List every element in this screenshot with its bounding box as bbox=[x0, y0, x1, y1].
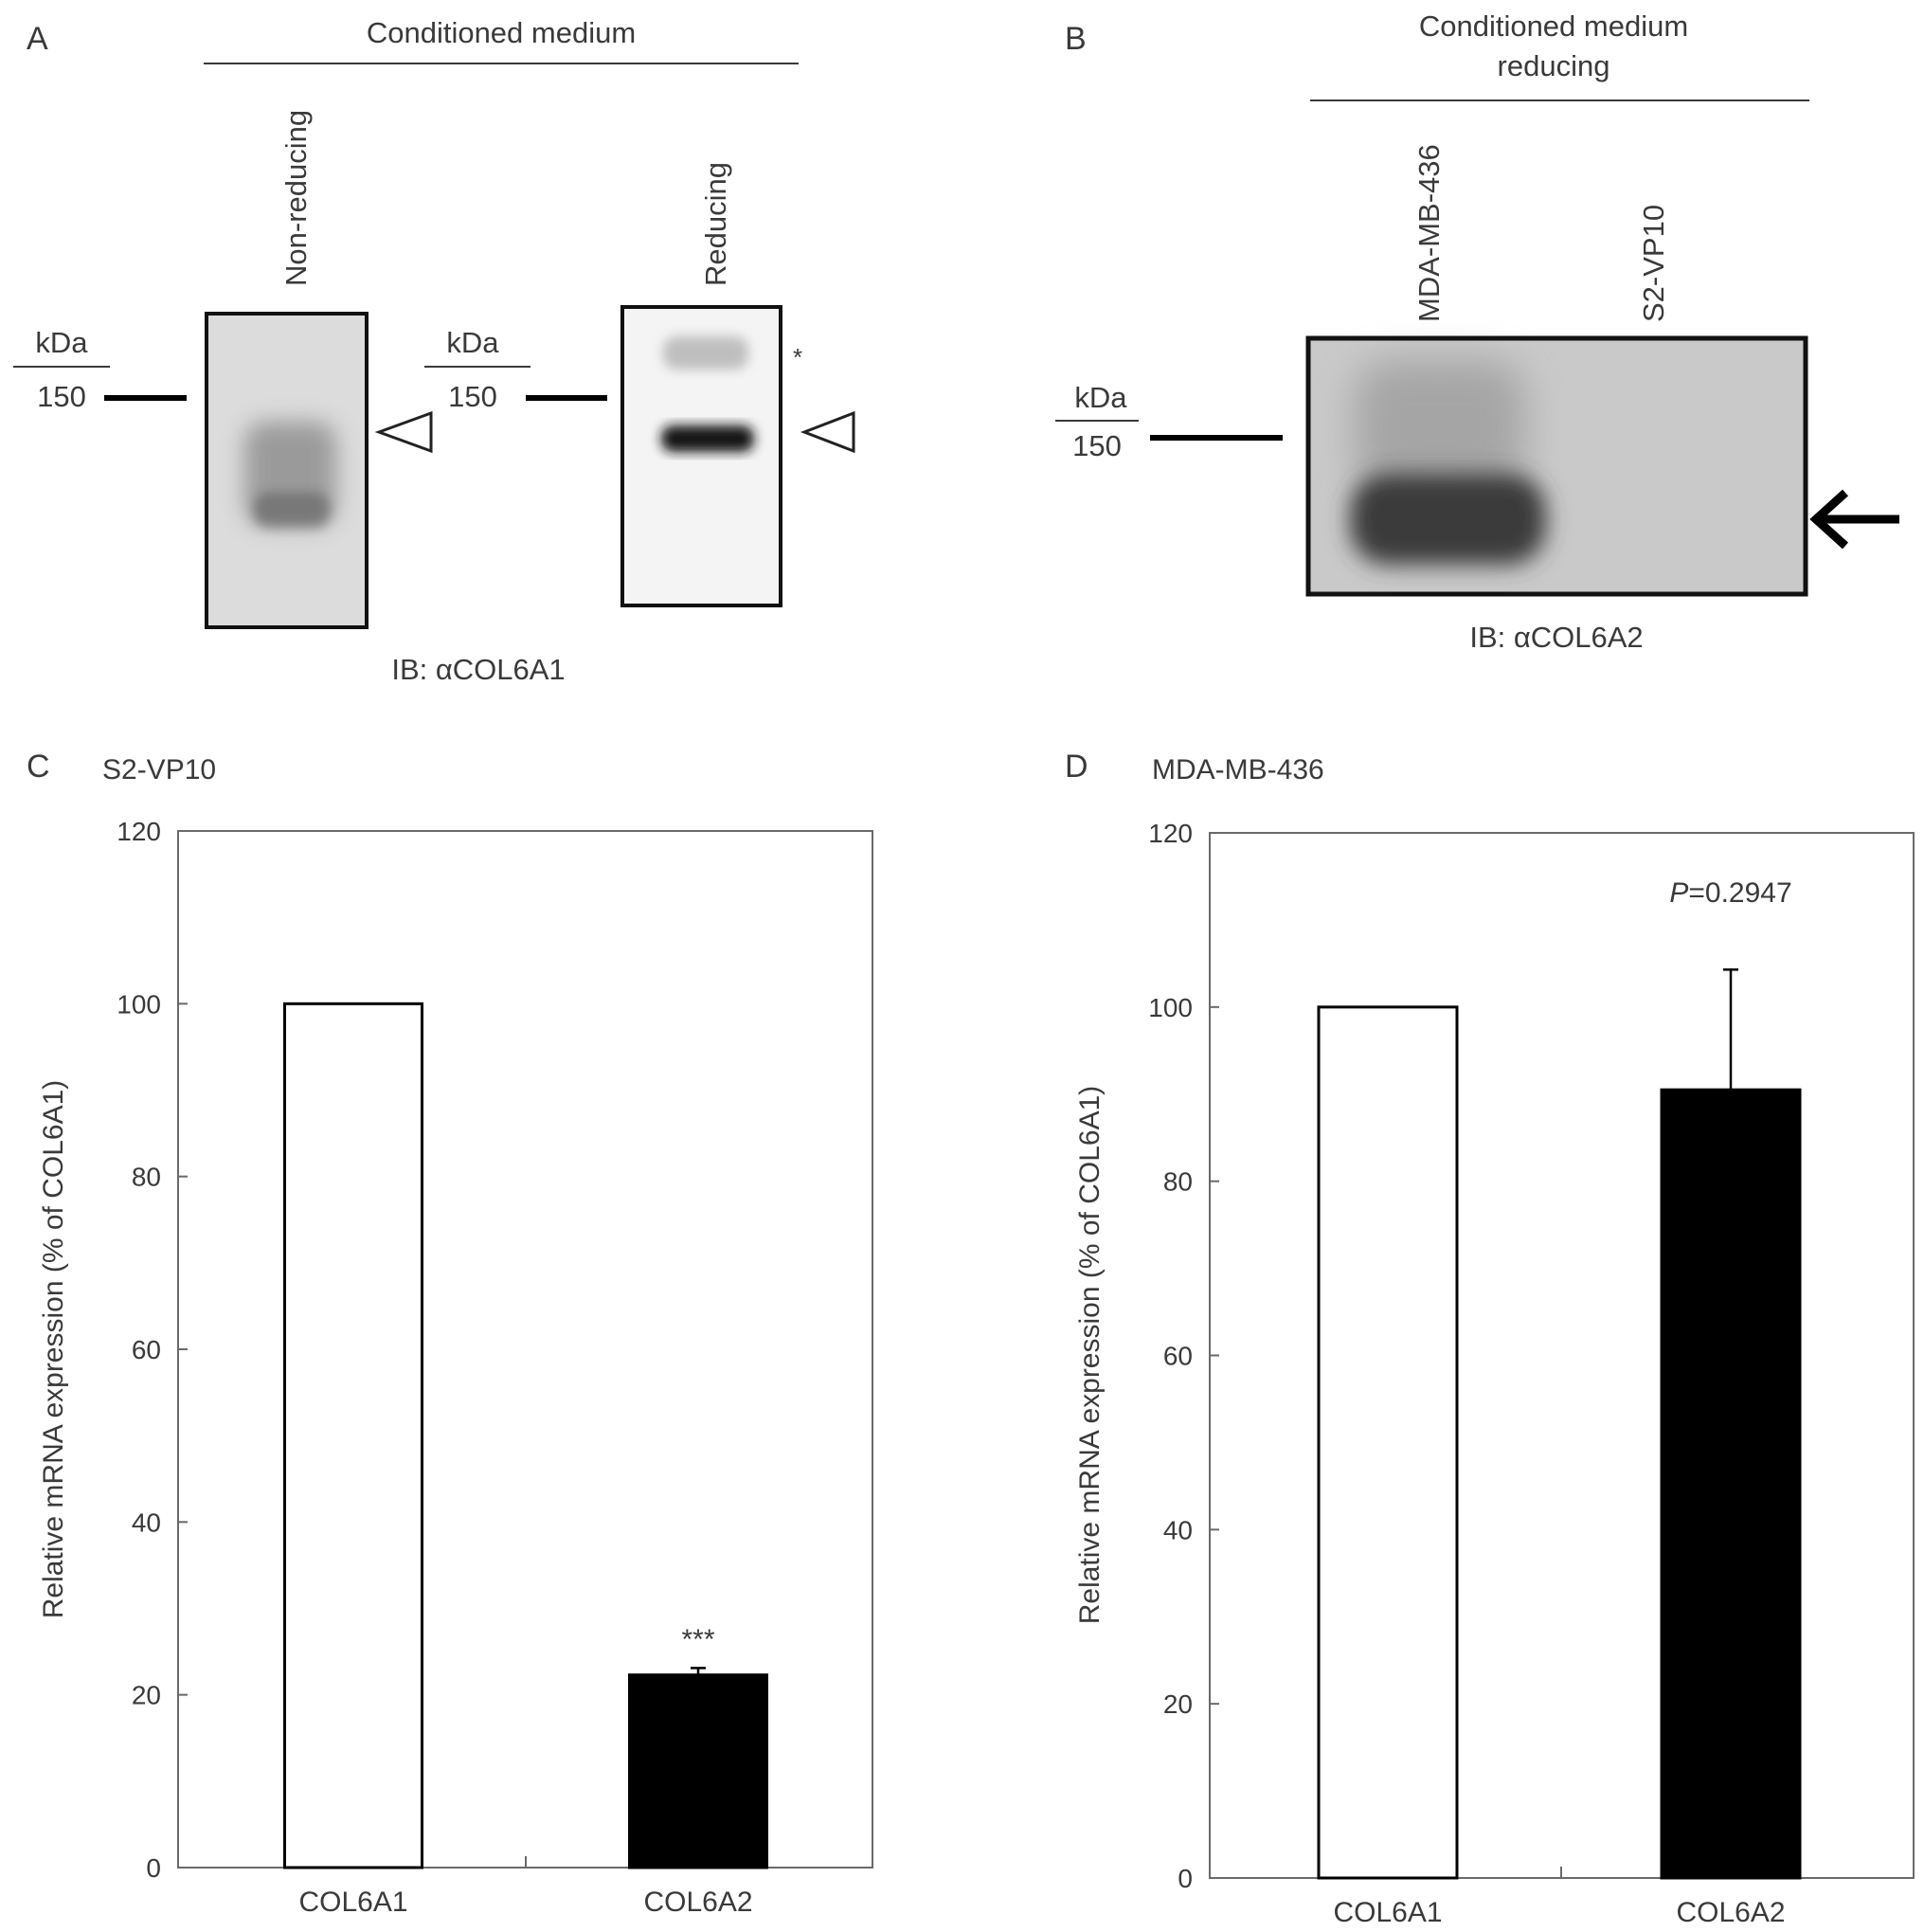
chart-d-plot-frame bbox=[1209, 832, 1915, 1879]
chart-c-bar-col6a1 bbox=[283, 1002, 423, 1869]
chart-d-ytick-label: 60 bbox=[1163, 1342, 1193, 1371]
band-upper-smear bbox=[1355, 360, 1525, 493]
marker-value-a2: 150 bbox=[448, 380, 497, 413]
lane-label-non-reducing: Non-reducing bbox=[279, 110, 313, 286]
panel-b: B Conditioned medium reducing MDA-MB-436… bbox=[1055, 9, 1899, 654]
chart-c-ytick-label: 80 bbox=[132, 1163, 161, 1192]
panel-d: D MDA-MB-436 0 20 40 60 80 100 120 P=0.2947 Re… bbox=[1065, 749, 1915, 1928]
chart-d-ylabel: Relative mRNA expression (% of COL6A1) bbox=[1074, 1086, 1106, 1625]
chart-d-xtick-col6a2: COL6A2 bbox=[1676, 1897, 1785, 1928]
chart-c-annotation: *** bbox=[681, 1624, 714, 1655]
blot-frame bbox=[620, 305, 782, 607]
panel-c-label: C bbox=[27, 749, 50, 785]
marker-unit-b: kDa bbox=[1074, 381, 1127, 414]
chart-d-xtick-col6a1: COL6A1 bbox=[1333, 1897, 1442, 1928]
panel-d-label: D bbox=[1065, 749, 1088, 785]
band-main bbox=[661, 425, 754, 452]
panel-b-caption: IB: αCOL6A2 bbox=[1469, 621, 1643, 654]
chart-d-ytick-label: 0 bbox=[1178, 1864, 1193, 1893]
marker-unit-a2: kDa bbox=[446, 326, 499, 359]
band-upper bbox=[663, 336, 748, 370]
band-main bbox=[1350, 474, 1546, 565]
band-lower bbox=[254, 493, 330, 527]
asterisk-marker: * bbox=[793, 343, 802, 371]
chart-d-bar-col6a2 bbox=[1660, 1088, 1802, 1880]
chart-d-ytick-label: 100 bbox=[1148, 993, 1193, 1022]
chart-c-y-axis: 0 20 40 60 80 100 120 bbox=[117, 817, 527, 1883]
chart-d-bar-col6a1 bbox=[1317, 1005, 1459, 1880]
panel-a-header: Conditioned medium bbox=[367, 16, 636, 49]
chart-c-ytick-label: 20 bbox=[132, 1681, 161, 1710]
blot-reducing bbox=[620, 305, 782, 607]
marker-unit-a1: kDa bbox=[35, 326, 88, 359]
blot-non-reducing bbox=[205, 312, 369, 629]
chart-c-title: S2-VP10 bbox=[102, 754, 216, 785]
chart-c-ytick-label: 100 bbox=[117, 989, 161, 1019]
marker-value-a1: 150 bbox=[37, 380, 86, 413]
chart-c-ytick-label: 60 bbox=[132, 1335, 161, 1364]
lane-label-reducing: Reducing bbox=[699, 162, 732, 286]
panel-a-caption: IB: αCOL6A1 bbox=[391, 653, 565, 686]
blot-col6a2 bbox=[1305, 335, 1808, 597]
blot-frame bbox=[205, 312, 369, 629]
panel-c: C S2-VP10 0 20 40 60 80 100 120 *** Relative m… bbox=[27, 749, 873, 1918]
chart-d-title: MDA-MB-436 bbox=[1152, 754, 1324, 785]
chart-c-bar-col6a2 bbox=[628, 1673, 768, 1869]
chart-d-ytick-label: 80 bbox=[1163, 1167, 1193, 1197]
chart-d-y-axis: 0 20 40 60 80 100 120 bbox=[1148, 819, 1562, 1893]
panel-b-label: B bbox=[1065, 21, 1087, 57]
chart-d-annotation: P=0.2947 bbox=[1669, 877, 1791, 909]
chart-c-bars: *** bbox=[283, 1002, 768, 1869]
chart-d-ytick-label: 120 bbox=[1148, 819, 1193, 848]
open-arrowhead-a2 bbox=[800, 410, 855, 454]
chart-c-xtick-col6a2: COL6A2 bbox=[643, 1887, 752, 1918]
chart-d-bars: P=0.2947 bbox=[1317, 877, 1802, 1880]
panel-a-label: A bbox=[27, 21, 48, 57]
chart-d-ytick-label: 40 bbox=[1163, 1515, 1193, 1544]
open-arrowhead-a1 bbox=[374, 410, 433, 454]
chart-c-ytick-label: 120 bbox=[117, 817, 161, 846]
lane-label-mda-mb-436: MDA-MB-436 bbox=[1412, 144, 1446, 322]
arrow-left-icon bbox=[1809, 489, 1899, 550]
panel-b-header-line1: Conditioned medium bbox=[1419, 9, 1688, 43]
chart-c-plot-frame bbox=[177, 830, 873, 1869]
chart-c-ytick-label: 40 bbox=[132, 1508, 161, 1537]
marker-value-b: 150 bbox=[1072, 429, 1122, 462]
blot-frame bbox=[1305, 335, 1808, 597]
panel-b-header-line2: reducing bbox=[1498, 49, 1610, 82]
panel-a: A Conditioned medium Non-reducing Reduci… bbox=[13, 16, 855, 686]
chart-c-ylabel: Relative mRNA expression (% of COL6A1) bbox=[38, 1080, 69, 1619]
lane-label-s2-vp10: S2-VP10 bbox=[1637, 205, 1670, 322]
chart-c-xtick-col6a1: COL6A1 bbox=[298, 1887, 407, 1918]
chart-d-ytick-label: 20 bbox=[1163, 1689, 1193, 1719]
chart-c-ytick-label: 0 bbox=[146, 1853, 161, 1883]
